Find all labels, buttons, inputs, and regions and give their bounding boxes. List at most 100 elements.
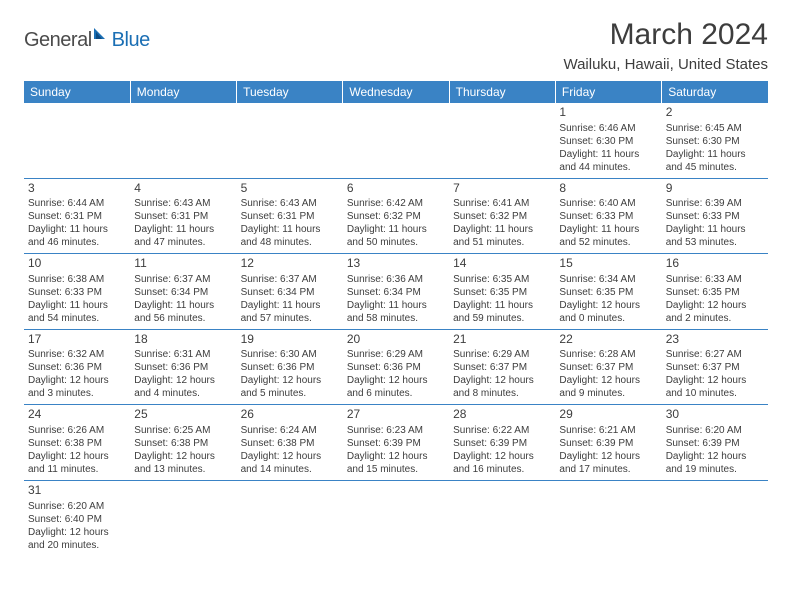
calendar-day-cell: 14Sunrise: 6:35 AMSunset: 6:35 PMDayligh…	[449, 254, 555, 330]
location-subtitle: Wailuku, Hawaii, United States	[563, 56, 768, 73]
daylight-text: Daylight: 11 hours and 48 minutes.	[241, 223, 339, 249]
daylight-text: Daylight: 12 hours and 3 minutes.	[28, 374, 126, 400]
sunrise-text: Sunrise: 6:25 AM	[134, 424, 232, 437]
daylight-text: Daylight: 12 hours and 15 minutes.	[347, 450, 445, 476]
day-number: 23	[666, 332, 764, 348]
calendar-day-cell: 19Sunrise: 6:30 AMSunset: 6:36 PMDayligh…	[237, 329, 343, 405]
calendar-day-cell	[130, 480, 236, 555]
calendar-day-cell	[237, 480, 343, 555]
calendar-day-cell: 21Sunrise: 6:29 AMSunset: 6:37 PMDayligh…	[449, 329, 555, 405]
calendar-day-cell: 28Sunrise: 6:22 AMSunset: 6:39 PMDayligh…	[449, 405, 555, 481]
sunrise-text: Sunrise: 6:45 AM	[666, 122, 764, 135]
sunrise-text: Sunrise: 6:35 AM	[453, 273, 551, 286]
calendar-week-row: 17Sunrise: 6:32 AMSunset: 6:36 PMDayligh…	[24, 329, 768, 405]
day-number: 26	[241, 407, 339, 423]
calendar-day-cell: 22Sunrise: 6:28 AMSunset: 6:37 PMDayligh…	[555, 329, 661, 405]
weekday-header-row: Sunday Monday Tuesday Wednesday Thursday…	[24, 81, 768, 103]
sunset-text: Sunset: 6:35 PM	[559, 286, 657, 299]
calendar-day-cell: 5Sunrise: 6:43 AMSunset: 6:31 PMDaylight…	[237, 178, 343, 254]
sunset-text: Sunset: 6:34 PM	[134, 286, 232, 299]
day-number: 20	[347, 332, 445, 348]
daylight-text: Daylight: 12 hours and 19 minutes.	[666, 450, 764, 476]
daylight-text: Daylight: 12 hours and 11 minutes.	[28, 450, 126, 476]
sunset-text: Sunset: 6:36 PM	[134, 361, 232, 374]
calendar-day-cell: 27Sunrise: 6:23 AMSunset: 6:39 PMDayligh…	[343, 405, 449, 481]
sunset-text: Sunset: 6:37 PM	[666, 361, 764, 374]
day-number: 30	[666, 407, 764, 423]
daylight-text: Daylight: 11 hours and 52 minutes.	[559, 223, 657, 249]
sunset-text: Sunset: 6:35 PM	[666, 286, 764, 299]
day-number: 22	[559, 332, 657, 348]
day-number: 10	[28, 256, 126, 272]
sunset-text: Sunset: 6:38 PM	[28, 437, 126, 450]
day-number: 9	[666, 181, 764, 197]
day-number: 2	[666, 105, 764, 121]
sunrise-text: Sunrise: 6:21 AM	[559, 424, 657, 437]
sunrise-text: Sunrise: 6:43 AM	[134, 197, 232, 210]
calendar-day-cell: 6Sunrise: 6:42 AMSunset: 6:32 PMDaylight…	[343, 178, 449, 254]
calendar-table: Sunday Monday Tuesday Wednesday Thursday…	[24, 81, 768, 556]
sunrise-text: Sunrise: 6:39 AM	[666, 197, 764, 210]
daylight-text: Daylight: 12 hours and 9 minutes.	[559, 374, 657, 400]
sunrise-text: Sunrise: 6:20 AM	[666, 424, 764, 437]
calendar-week-row: 10Sunrise: 6:38 AMSunset: 6:33 PMDayligh…	[24, 254, 768, 330]
title-block: March 2024 Wailuku, Hawaii, United State…	[563, 18, 768, 73]
calendar-day-cell: 7Sunrise: 6:41 AMSunset: 6:32 PMDaylight…	[449, 178, 555, 254]
calendar-week-row: 24Sunrise: 6:26 AMSunset: 6:38 PMDayligh…	[24, 405, 768, 481]
sunrise-text: Sunrise: 6:24 AM	[241, 424, 339, 437]
day-number: 13	[347, 256, 445, 272]
daylight-text: Daylight: 11 hours and 57 minutes.	[241, 299, 339, 325]
daylight-text: Daylight: 11 hours and 51 minutes.	[453, 223, 551, 249]
calendar-day-cell	[343, 103, 449, 178]
sunrise-text: Sunrise: 6:27 AM	[666, 348, 764, 361]
daylight-text: Daylight: 12 hours and 17 minutes.	[559, 450, 657, 476]
calendar-day-cell: 4Sunrise: 6:43 AMSunset: 6:31 PMDaylight…	[130, 178, 236, 254]
sunset-text: Sunset: 6:36 PM	[241, 361, 339, 374]
daylight-text: Daylight: 11 hours and 44 minutes.	[559, 148, 657, 174]
day-number: 1	[559, 105, 657, 121]
weekday-header: Saturday	[662, 81, 768, 103]
calendar-day-cell	[130, 103, 236, 178]
sunrise-text: Sunrise: 6:20 AM	[28, 500, 126, 513]
logo-text-blue: Blue	[112, 29, 150, 52]
day-number: 5	[241, 181, 339, 197]
calendar-day-cell: 12Sunrise: 6:37 AMSunset: 6:34 PMDayligh…	[237, 254, 343, 330]
calendar-week-row: 31Sunrise: 6:20 AMSunset: 6:40 PMDayligh…	[24, 480, 768, 555]
calendar-day-cell: 25Sunrise: 6:25 AMSunset: 6:38 PMDayligh…	[130, 405, 236, 481]
calendar-day-cell: 30Sunrise: 6:20 AMSunset: 6:39 PMDayligh…	[662, 405, 768, 481]
sunset-text: Sunset: 6:33 PM	[559, 210, 657, 223]
daylight-text: Daylight: 11 hours and 58 minutes.	[347, 299, 445, 325]
sunset-text: Sunset: 6:33 PM	[666, 210, 764, 223]
calendar-day-cell: 29Sunrise: 6:21 AMSunset: 6:39 PMDayligh…	[555, 405, 661, 481]
sunset-text: Sunset: 6:34 PM	[347, 286, 445, 299]
daylight-text: Daylight: 11 hours and 47 minutes.	[134, 223, 232, 249]
sunset-text: Sunset: 6:38 PM	[134, 437, 232, 450]
sunrise-text: Sunrise: 6:40 AM	[559, 197, 657, 210]
sunset-text: Sunset: 6:31 PM	[28, 210, 126, 223]
weekday-header: Friday	[555, 81, 661, 103]
day-number: 12	[241, 256, 339, 272]
daylight-text: Daylight: 11 hours and 50 minutes.	[347, 223, 445, 249]
day-number: 27	[347, 407, 445, 423]
sunset-text: Sunset: 6:35 PM	[453, 286, 551, 299]
daylight-text: Daylight: 11 hours and 53 minutes.	[666, 223, 764, 249]
day-number: 18	[134, 332, 232, 348]
calendar-day-cell: 16Sunrise: 6:33 AMSunset: 6:35 PMDayligh…	[662, 254, 768, 330]
sunrise-text: Sunrise: 6:31 AM	[134, 348, 232, 361]
daylight-text: Daylight: 12 hours and 10 minutes.	[666, 374, 764, 400]
sunrise-text: Sunrise: 6:41 AM	[453, 197, 551, 210]
day-number: 17	[28, 332, 126, 348]
sunrise-text: Sunrise: 6:30 AM	[241, 348, 339, 361]
day-number: 4	[134, 181, 232, 197]
daylight-text: Daylight: 12 hours and 2 minutes.	[666, 299, 764, 325]
sunrise-text: Sunrise: 6:37 AM	[241, 273, 339, 286]
sunset-text: Sunset: 6:32 PM	[347, 210, 445, 223]
sunset-text: Sunset: 6:34 PM	[241, 286, 339, 299]
daylight-text: Daylight: 12 hours and 14 minutes.	[241, 450, 339, 476]
weekday-header: Thursday	[449, 81, 555, 103]
sunset-text: Sunset: 6:37 PM	[559, 361, 657, 374]
day-number: 24	[28, 407, 126, 423]
calendar-day-cell: 17Sunrise: 6:32 AMSunset: 6:36 PMDayligh…	[24, 329, 130, 405]
sunrise-text: Sunrise: 6:42 AM	[347, 197, 445, 210]
daylight-text: Daylight: 12 hours and 0 minutes.	[559, 299, 657, 325]
